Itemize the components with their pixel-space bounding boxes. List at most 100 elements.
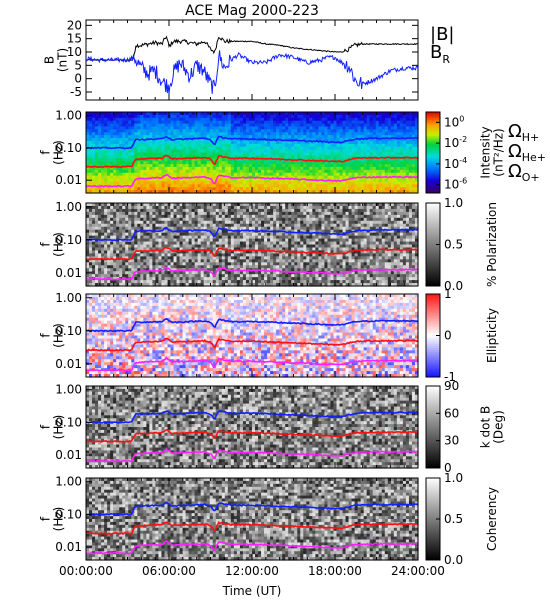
spectrogram-cell xyxy=(167,129,172,133)
spectrogram-cell xyxy=(239,146,244,151)
spectrogram-cell xyxy=(252,135,256,139)
spectrogram-cell xyxy=(188,161,193,165)
spectrogram-cell xyxy=(245,123,250,128)
spectrogram-cell xyxy=(110,280,114,284)
spectrogram-cell xyxy=(107,253,111,257)
spectrogram-cell xyxy=(393,152,398,156)
spectrogram-cell xyxy=(140,256,144,260)
spectrogram-cell xyxy=(227,146,232,151)
spectrogram-cell xyxy=(369,161,374,165)
spectrogram-cell xyxy=(414,120,419,125)
spectrogram-cell xyxy=(146,262,150,266)
spectrogram-cell xyxy=(252,161,256,165)
spectrogram-cell xyxy=(98,132,102,136)
spectrogram-cell xyxy=(146,253,150,257)
spectrogram-cell xyxy=(173,123,178,128)
spectrogram-cell xyxy=(297,184,301,188)
spectrogram-cell xyxy=(285,143,289,148)
spectrogram-cell xyxy=(309,166,313,171)
spectrogram-cell xyxy=(131,164,135,168)
spectrogram-cell xyxy=(381,149,386,154)
spectrogram-cell xyxy=(221,172,226,177)
spectrogram-cell xyxy=(333,120,338,125)
spectrogram-cell xyxy=(411,143,416,148)
spectrogram-cell xyxy=(104,247,108,252)
spectrogram-cell xyxy=(140,132,144,136)
spectrogram-cell xyxy=(399,164,404,168)
spectrogram-cell xyxy=(125,187,129,191)
spectrogram-cell xyxy=(330,184,335,188)
spectrogram-cell xyxy=(239,169,244,174)
spectrogram-cell xyxy=(221,143,226,148)
spectrogram-cell xyxy=(236,143,241,148)
spectrogram-cell xyxy=(197,149,202,154)
spectrogram-cell xyxy=(203,187,208,191)
spectrogram-cell xyxy=(245,166,250,171)
spectrogram-cell xyxy=(95,190,99,194)
colorbar-swatch xyxy=(426,128,440,131)
spectrogram-cell xyxy=(333,181,338,185)
spectrogram-cell xyxy=(149,181,153,185)
spectrogram-cell xyxy=(194,181,199,185)
spectrogram-cell xyxy=(339,135,344,139)
spectrogram-cell xyxy=(104,274,108,278)
spectrogram-cell xyxy=(273,187,277,191)
spectrogram-cell xyxy=(134,129,138,133)
spectrogram-cell xyxy=(134,149,138,154)
spectrogram-cell xyxy=(339,120,344,125)
colorbar-swatch xyxy=(426,162,440,166)
spectrogram-cell xyxy=(137,238,141,243)
spectrogram-cell xyxy=(261,169,265,174)
spectrogram-cell xyxy=(128,247,132,252)
spectrogram-cell xyxy=(411,114,416,119)
spectrogram-cell xyxy=(399,146,404,151)
spectrogram-cell xyxy=(267,140,271,145)
spectrogram-cell xyxy=(399,161,404,165)
spectrogram-cell xyxy=(393,117,398,122)
spectrogram-cell xyxy=(399,117,404,122)
spectrogram-cell xyxy=(128,262,132,266)
spectrogram-cell xyxy=(146,241,150,246)
spectrogram-cell xyxy=(393,161,398,165)
spectrogram-cell xyxy=(264,143,268,148)
spectrogram-cell xyxy=(179,117,184,122)
spectrogram-cell xyxy=(191,181,196,185)
spectrogram-cell xyxy=(300,112,304,116)
spectrogram-cell xyxy=(161,172,166,177)
spectrogram-cell xyxy=(242,126,247,130)
spectrogram-cell xyxy=(297,172,301,177)
colorbar-swatch xyxy=(426,148,440,151)
spectrogram-cell xyxy=(221,152,226,156)
spectrogram-cell xyxy=(158,226,163,231)
spectrogram-cell xyxy=(98,123,102,128)
spectrogram-cell xyxy=(185,178,190,183)
spectrogram-cell xyxy=(116,247,120,252)
spectrogram-cell xyxy=(261,187,265,191)
spectrogram-cell xyxy=(149,256,153,260)
spectrogram-cell xyxy=(390,149,395,154)
spectrogram-cell xyxy=(230,138,235,142)
spectrogram-cell xyxy=(137,208,141,213)
spectrogram-cell xyxy=(137,203,141,207)
spectrogram-cell xyxy=(387,187,392,191)
spectrogram-cell xyxy=(86,250,90,254)
spectrogram-cell xyxy=(140,181,144,185)
colorbar-swatch xyxy=(426,132,440,135)
spectrogram-cell xyxy=(297,146,301,151)
spectrogram-cell xyxy=(315,132,319,136)
spectrogram-cell xyxy=(107,223,111,228)
spectrogram-cell xyxy=(158,250,163,254)
mag-y-axis-title: B (nT) xyxy=(43,48,70,72)
spectrogram-cell xyxy=(122,280,126,284)
spectrogram-cell xyxy=(270,129,274,133)
spectrogram-cell xyxy=(107,126,111,130)
spectrogram-cell xyxy=(155,172,160,177)
spectrogram-cell xyxy=(125,211,129,216)
spectrogram-cell xyxy=(155,208,160,213)
spectrogram-cell xyxy=(104,166,108,171)
spectrogram-cell xyxy=(185,190,190,194)
spectrogram-cell xyxy=(300,187,304,191)
spectrogram-cell xyxy=(107,211,111,216)
spectrogram-cell xyxy=(279,126,283,130)
spectrogram-cell xyxy=(152,166,157,171)
